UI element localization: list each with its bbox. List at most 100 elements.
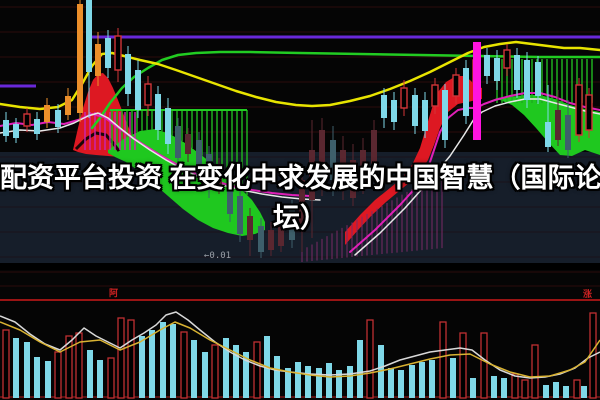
magenta-highlight-bar: [473, 42, 481, 140]
candle: [412, 95, 418, 126]
candle: [565, 115, 571, 150]
candle: [431, 84, 439, 107]
candle: [144, 83, 152, 106]
candle: [55, 110, 61, 127]
volume-bar: [107, 357, 115, 399]
candle: [309, 150, 315, 200]
vol-ma-white: [0, 311, 600, 379]
red-marker-glyph-0: 阿: [109, 288, 118, 298]
candle: [442, 90, 448, 140]
volume-bar: [180, 331, 188, 399]
candle: [381, 95, 387, 118]
candle: [503, 49, 511, 69]
volume-bar: [316, 368, 322, 398]
volume-bar: [573, 379, 581, 399]
volume-bar: [149, 330, 155, 398]
purple-level-lines: [0, 35, 600, 88]
red-marker-glyph-1: 涨: [583, 288, 593, 299]
candle: [545, 122, 551, 147]
volume-bar: [65, 335, 73, 399]
candle: [77, 4, 83, 113]
volume-bar: [357, 340, 363, 398]
candle: [185, 134, 191, 154]
candle: [575, 84, 583, 136]
volume-bar: [491, 376, 497, 398]
candle: [44, 105, 50, 122]
volume-bar: [54, 351, 62, 399]
volume-bar: [459, 332, 467, 399]
candle: [3, 120, 9, 136]
candle: [289, 210, 295, 240]
volume-bar: [511, 373, 519, 399]
candlesticks: [3, 0, 593, 258]
candle: [175, 126, 181, 158]
candle: [155, 94, 161, 130]
candle: [216, 164, 222, 186]
headline-overlay: 配资平台投资 在变化中求发展的中国智慧（国际论 坛）: [0, 158, 600, 238]
volume-bar: [24, 342, 30, 398]
candle: [319, 130, 325, 170]
price-change-label: ←0.01: [204, 251, 231, 261]
volume-bar: [191, 340, 197, 398]
chart-annotations: ←0.01 阿 涨: [109, 251, 593, 299]
volume-bar: [581, 386, 587, 398]
volume-bar: [305, 366, 311, 398]
volume-bar: [127, 319, 135, 399]
candle: [95, 44, 101, 76]
candle: [278, 220, 284, 246]
volume-bar: [553, 382, 559, 398]
candle: [360, 150, 366, 184]
candle: [206, 154, 212, 190]
volume-bar: [419, 362, 425, 398]
candle: [452, 74, 460, 97]
candle: [105, 38, 111, 68]
volume-bar: [388, 368, 394, 398]
volume-bar: [563, 386, 569, 398]
volume-bar: [409, 365, 415, 398]
candle: [391, 100, 397, 122]
candle: [23, 113, 31, 127]
candle: [114, 35, 122, 71]
candle: [237, 196, 243, 234]
candle: [34, 119, 40, 134]
candle: [484, 55, 490, 76]
volume-bar: [117, 317, 125, 399]
candle: [65, 96, 71, 115]
candle: [227, 176, 233, 214]
candle: [555, 110, 561, 140]
volume-bar: [398, 370, 404, 398]
volume-bar: [450, 358, 456, 398]
volume-bar: [139, 336, 145, 398]
volume-bar: [543, 385, 549, 398]
volume-bar: [531, 344, 539, 399]
white-ma-left: [0, 112, 321, 201]
candle: [400, 87, 408, 109]
volume-bar: [480, 332, 488, 399]
volume-bar: [326, 363, 332, 398]
volume-bar: [429, 360, 435, 398]
volume-bar: [336, 370, 342, 398]
volume-bar: [223, 338, 229, 398]
volume-bar: [285, 368, 291, 398]
candle: [463, 68, 469, 116]
candle: [258, 226, 264, 252]
volume-bar: [2, 329, 10, 399]
candle: [371, 130, 377, 164]
volume-bar: [295, 362, 301, 398]
candle: [340, 150, 346, 190]
volume-bar: [347, 366, 353, 398]
green-ma: [90, 50, 600, 130]
candle: [299, 180, 305, 226]
candle: [165, 108, 171, 144]
volume-bar: [170, 324, 176, 398]
volume-bar: [13, 338, 19, 398]
magenta-ma-right: [349, 92, 600, 253]
candle: [13, 124, 19, 138]
candle: [268, 230, 274, 250]
volume-bar: [470, 378, 476, 398]
red-band-2: [345, 76, 482, 245]
volume-bar: [233, 345, 239, 398]
candle: [247, 216, 253, 240]
